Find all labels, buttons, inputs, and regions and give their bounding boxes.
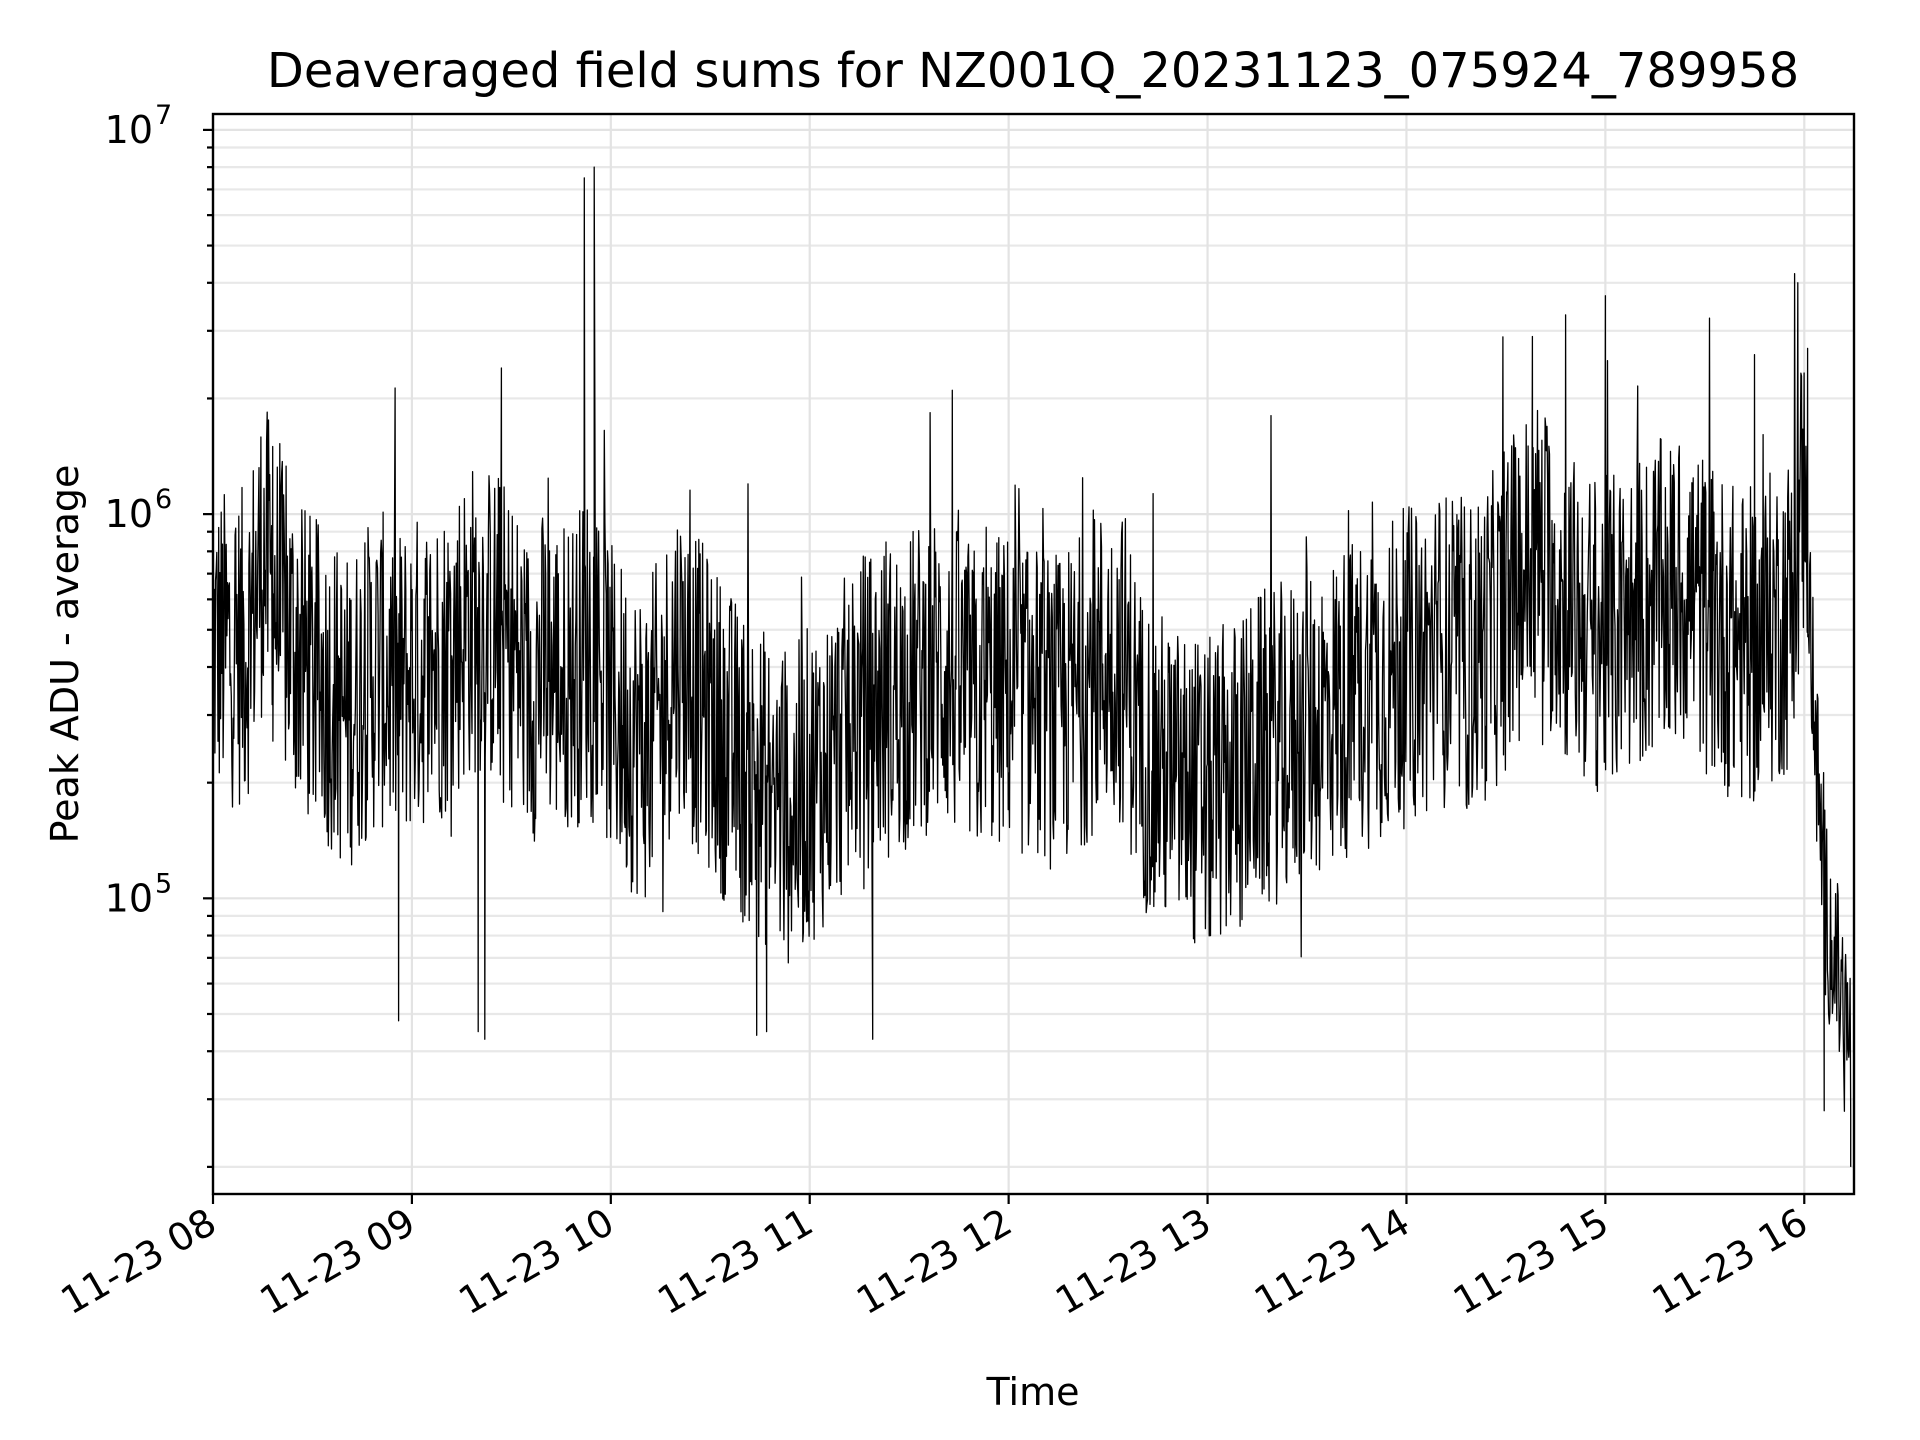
x-tick-label: 11-23 15 [1446, 1200, 1616, 1324]
plot-area-frame [211, 112, 1856, 1196]
y-tick-label: 10 [105, 108, 153, 152]
y-tick-label: 10 [105, 492, 153, 536]
x-tick-label: 11-23 13 [1048, 1200, 1218, 1324]
x-tick-label: 11-23 14 [1247, 1200, 1417, 1324]
x-tick-label: 11-23 16 [1645, 1200, 1815, 1324]
series-layer [212, 166, 1852, 1167]
series-line [212, 166, 1852, 1167]
x-tick-label: 11-23 11 [650, 1200, 820, 1324]
x-tick-label: 11-23 12 [849, 1200, 1019, 1324]
y-tick-exponent: 7 [155, 100, 172, 131]
chart-title: Deaveraged field sums for NZ001Q_2023112… [267, 43, 1799, 99]
x-axis-label: Time [986, 1370, 1080, 1414]
x-tick-label: 11-23 10 [451, 1200, 621, 1324]
y-tick-exponent: 5 [155, 868, 172, 899]
y-tick-label: 10 [105, 876, 153, 920]
x-tick-label: 11-23 08 [54, 1200, 224, 1324]
x-tick-label: 11-23 09 [252, 1200, 422, 1324]
y-axis-label: Peak ADU - average [43, 465, 87, 844]
y-tick-exponent: 6 [155, 484, 172, 515]
